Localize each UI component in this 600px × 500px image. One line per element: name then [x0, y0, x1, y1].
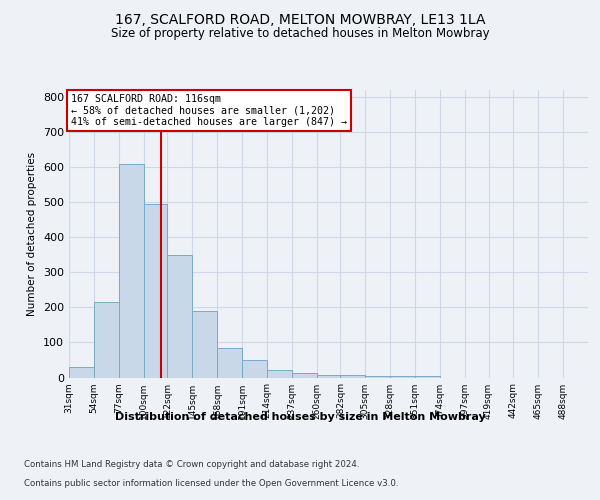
Bar: [292, 373, 317, 378]
Bar: [119, 164, 143, 378]
Bar: [242, 360, 267, 378]
Bar: [317, 374, 340, 378]
Bar: [415, 376, 440, 378]
Bar: [390, 376, 415, 378]
Bar: [69, 367, 94, 378]
Bar: [167, 255, 192, 378]
Bar: [143, 204, 167, 378]
Y-axis label: Number of detached properties: Number of detached properties: [28, 152, 37, 316]
Bar: [267, 370, 292, 378]
Bar: [340, 375, 365, 378]
Text: Distribution of detached houses by size in Melton Mowbray: Distribution of detached houses by size …: [115, 412, 485, 422]
Bar: [365, 376, 390, 378]
Text: Size of property relative to detached houses in Melton Mowbray: Size of property relative to detached ho…: [110, 28, 490, 40]
Text: Contains HM Land Registry data © Crown copyright and database right 2024.: Contains HM Land Registry data © Crown c…: [24, 460, 359, 469]
Text: 167, SCALFORD ROAD, MELTON MOWBRAY, LE13 1LA: 167, SCALFORD ROAD, MELTON MOWBRAY, LE13…: [115, 12, 485, 26]
Text: Contains public sector information licensed under the Open Government Licence v3: Contains public sector information licen…: [24, 478, 398, 488]
Text: 167 SCALFORD ROAD: 116sqm
← 58% of detached houses are smaller (1,202)
41% of se: 167 SCALFORD ROAD: 116sqm ← 58% of detac…: [71, 94, 347, 126]
Bar: [94, 302, 119, 378]
Bar: [217, 348, 242, 378]
Bar: [192, 311, 217, 378]
